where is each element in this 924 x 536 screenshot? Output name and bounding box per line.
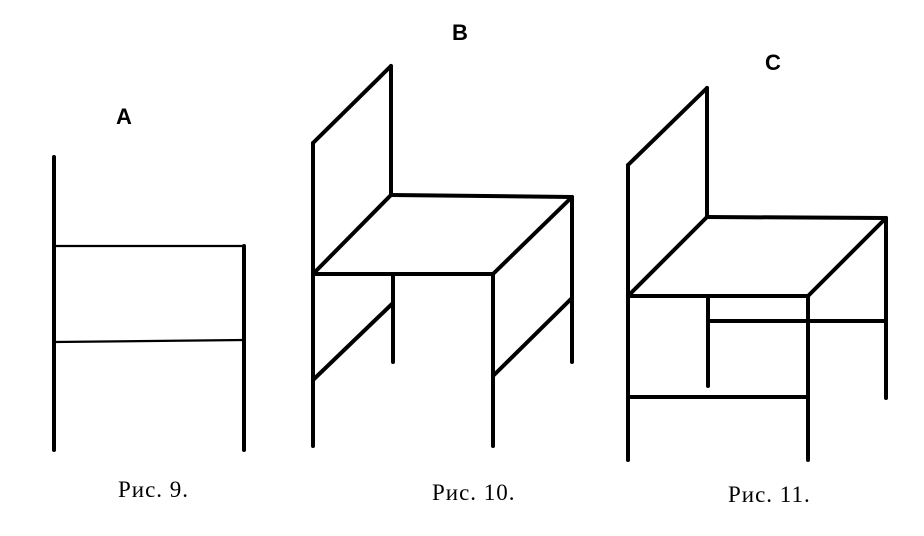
- chair-perspective-drawing-b: [311, 64, 574, 448]
- chair-c-backrest-top: [626, 86, 709, 167]
- figure-b-letter: B: [452, 20, 468, 45]
- chair-b-backrest-top: [311, 64, 393, 145]
- chair-a-crossbar: [52, 338, 246, 344]
- chair-b-seat-right-edge: [491, 195, 574, 276]
- chair-c-seat-back-edge: [705, 215, 888, 220]
- figure-10-caption: Рис. 10.: [432, 480, 516, 505]
- chair-b-seat-back-edge: [389, 193, 574, 199]
- chair-b-seat-left-edge: [311, 193, 393, 276]
- chair-c-seat-right-edge: [806, 216, 888, 298]
- figure-11-caption: Рис. 11.: [728, 482, 811, 507]
- chair-b-right-rung: [491, 296, 574, 378]
- chair-c-seat-left-edge: [626, 215, 709, 298]
- figure-a-letter: A: [116, 104, 132, 129]
- chair-b-left-rung: [311, 301, 395, 382]
- chair-side-view-drawing: [52, 155, 246, 452]
- figure-9-caption: Рис. 9.: [118, 477, 190, 502]
- chair-perspective-drawing-c: [626, 86, 888, 462]
- figure-c-letter: C: [765, 50, 781, 75]
